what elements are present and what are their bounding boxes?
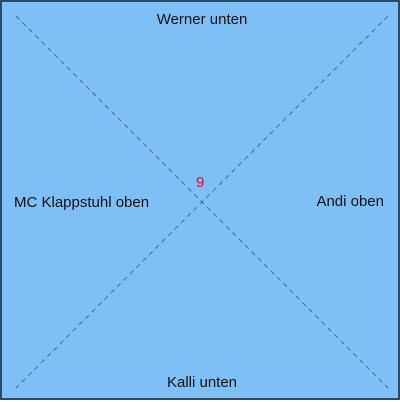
player-label-bottom: Kalli unten — [166, 374, 238, 391]
player-label-right: Andi oben — [316, 193, 384, 210]
player-label-left: MC Klappstuhl oben — [14, 194, 150, 211]
diagonal-line-top-right-to-bottom-left — [15, 15, 389, 389]
center-number: 9 — [196, 174, 205, 191]
player-label-top: Werner unten — [156, 11, 248, 28]
